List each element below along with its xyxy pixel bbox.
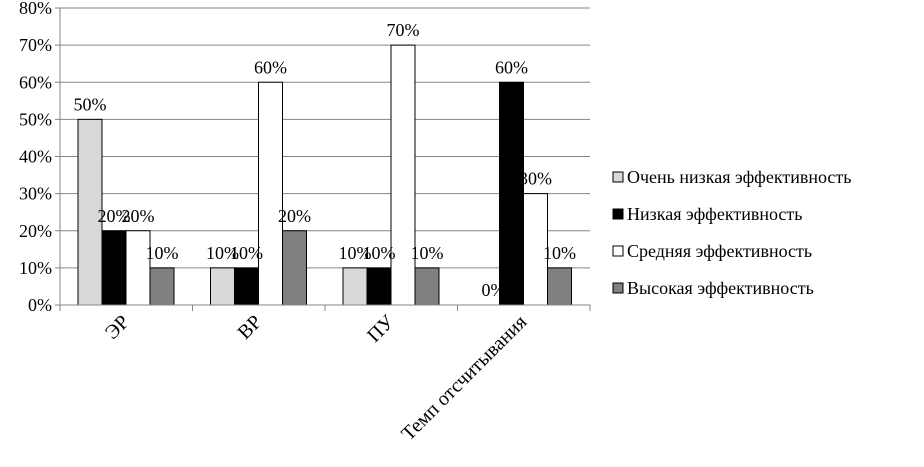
bar [366, 267, 392, 306]
x-category-label: Темп отсчитывания [397, 311, 531, 445]
y-tick-label: 70% [19, 35, 52, 55]
y-tick-label: 80% [19, 0, 52, 18]
bar [282, 230, 307, 306]
bar [101, 230, 127, 306]
data-labels: 50%10% 10%0%20%10% 10%60%20%60%70%30%10%20… [74, 20, 577, 300]
x-category-label: ПУ [363, 310, 399, 346]
y-tick-label: 60% [19, 72, 52, 92]
legend-label: Низкая эффективность [627, 204, 802, 224]
y-tick-label: 30% [19, 184, 52, 204]
bar [234, 267, 259, 306]
bar [210, 267, 235, 306]
data-label: 10% [543, 243, 576, 263]
data-label: 30% [519, 169, 552, 189]
bar [547, 267, 572, 306]
data-label: 20% [98, 206, 131, 226]
y-tick-label: 0% [28, 295, 52, 315]
data-label: 10% [339, 243, 372, 263]
legend-label: Высокая эффективность [627, 278, 814, 298]
data-label: 10% [411, 243, 444, 263]
data-label: 70% [387, 20, 420, 40]
data-label: 20% [278, 206, 311, 226]
x-category-label: ЭР [101, 311, 134, 344]
data-label: 50% [74, 94, 107, 114]
bar [149, 267, 175, 306]
data-label: 60% [495, 57, 528, 77]
legend-swatch [612, 171, 624, 183]
y-tick-label: 50% [19, 109, 52, 129]
legend-swatch [612, 245, 624, 257]
legend: Очень низкая эффективность Низкая эффекти… [612, 167, 851, 298]
legend-label: Средняя эффективность [627, 241, 812, 261]
data-label: 10% [206, 243, 239, 263]
bar [499, 81, 524, 306]
data-label: 0% [482, 280, 506, 300]
legend-swatch [612, 282, 624, 294]
bars [77, 44, 572, 306]
legend-label: Очень низкая эффективность [627, 167, 851, 187]
y-tick-label: 20% [19, 221, 52, 241]
data-label: 10% [230, 243, 263, 263]
legend-swatch [612, 208, 624, 220]
bar [258, 81, 283, 306]
x-category-label: ВР [233, 311, 266, 344]
y-tick-label: 10% [19, 258, 52, 278]
bar [125, 230, 151, 306]
bar [342, 267, 368, 306]
bar [390, 44, 416, 306]
bar [77, 118, 103, 306]
bar [414, 267, 440, 306]
data-label: 10% [146, 243, 179, 263]
y-tick-label: 40% [19, 147, 52, 167]
data-label: 60% [254, 57, 287, 77]
data-label: 20% [122, 206, 155, 226]
data-label: 10% [363, 243, 396, 263]
